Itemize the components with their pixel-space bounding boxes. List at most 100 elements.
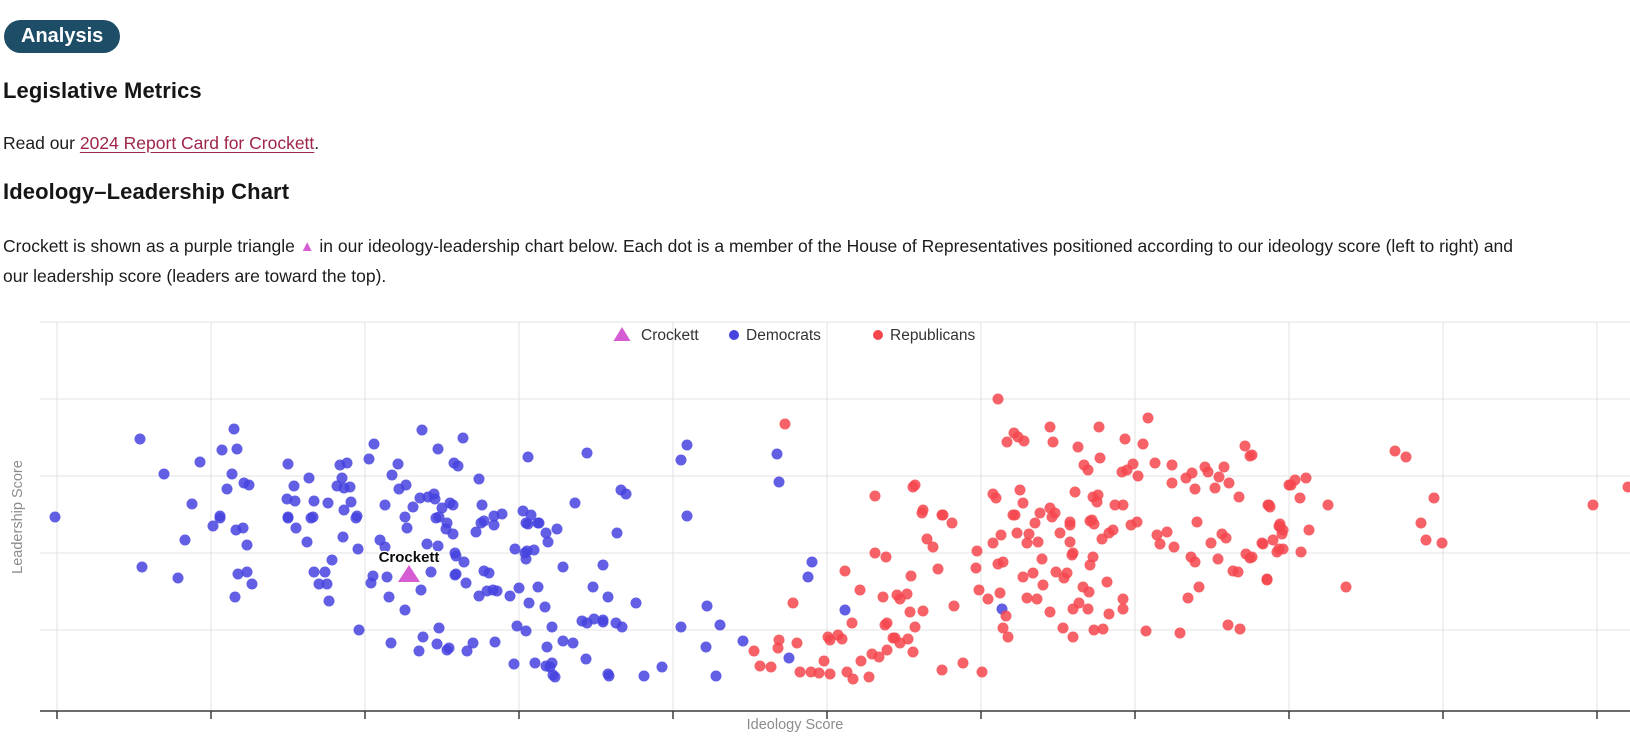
republicans-dot (970, 562, 982, 574)
republicans-dot (846, 617, 858, 629)
democrats-dot (425, 566, 437, 578)
republicans-dot (994, 587, 1006, 599)
republicans-dot (866, 648, 878, 660)
democrats-dot (620, 488, 632, 500)
republicans-dot (946, 517, 958, 529)
democrats-dot (353, 624, 365, 636)
democrats-dot (345, 496, 357, 508)
republicans-dot (880, 551, 892, 563)
republicans-dot (1050, 566, 1062, 578)
republicans-dot (1212, 553, 1224, 565)
republicans-dot (1088, 624, 1100, 636)
democrats-dot (341, 457, 353, 469)
crockett-annotation-label: Crockett (379, 549, 440, 566)
democrats-dot (392, 458, 404, 470)
democrats-dot (528, 544, 540, 556)
democrats-dot (460, 577, 472, 589)
republicans-dot (1047, 436, 1059, 448)
republicans-dot (957, 657, 969, 669)
republicans-dot (904, 606, 916, 618)
republicans-dot (1021, 592, 1033, 604)
democrats-dot (303, 472, 315, 484)
democrats-dot (400, 479, 412, 491)
republicans-dot (1094, 452, 1106, 464)
democrats-dot (587, 581, 599, 593)
republicans-dot (1322, 499, 1334, 511)
legend-label-crockett: Crockett (641, 327, 699, 344)
democrats-dot (282, 458, 294, 470)
republicans-dot (909, 479, 921, 491)
metrics-heading: Legislative Metrics (3, 78, 202, 103)
republicans-dot (997, 622, 1009, 634)
democrats-dot (399, 604, 411, 616)
democrats-dot (630, 597, 642, 609)
republicans-dot (1340, 581, 1352, 593)
republicans-dot (909, 621, 921, 633)
democrats-dot (602, 591, 614, 603)
republicans-dot (1087, 551, 1099, 563)
republicans-dot (1082, 603, 1094, 615)
republicans-dot (1209, 482, 1221, 494)
democrats-dot (476, 499, 488, 511)
republicans-dot (773, 634, 785, 646)
republicans-dot (1276, 528, 1288, 540)
democrats-dot (430, 512, 442, 524)
republicans-dot (1149, 457, 1161, 469)
democrats-dot (547, 669, 559, 681)
republicans-dot (992, 393, 1004, 405)
democrats-dot (529, 657, 541, 669)
democrats-dot (301, 536, 313, 548)
democrats-dot (136, 561, 148, 573)
democrats-dot (449, 547, 461, 559)
democrats-dot (365, 577, 377, 589)
republicans-dot (1036, 553, 1048, 565)
democrats-dot (246, 578, 258, 590)
republicans-dot (1082, 464, 1094, 476)
republicans-dot (901, 588, 913, 600)
democrats-dot (710, 670, 722, 682)
report-suffix: . (314, 133, 320, 153)
democrats-dot (49, 511, 61, 523)
report-card-link[interactable]: 2024 Report Card for Crockett (79, 133, 315, 153)
democrats-dot (488, 519, 500, 531)
democrats-dot (675, 621, 687, 633)
republicans-dot (1064, 519, 1076, 531)
democrats-dot (569, 497, 581, 509)
democrats-dot (443, 642, 455, 654)
republicans-dot (1220, 532, 1232, 544)
republicans-dot (1109, 499, 1121, 511)
democrats-dot (546, 657, 558, 669)
x-axis-title: Ideology Score (747, 717, 844, 733)
republicans-dot (836, 633, 848, 645)
democrats-dot (322, 497, 334, 509)
democrats-dot (447, 499, 459, 511)
democrats-dot (452, 460, 464, 472)
republicans-dot (1151, 529, 1163, 541)
republicans-dot (1168, 541, 1180, 553)
democrats-dot (461, 645, 473, 657)
republicans-dot (1264, 501, 1276, 513)
legend-label-republicans: Republicans (890, 327, 976, 344)
republicans-dot (1103, 608, 1115, 620)
republicans-dot (1054, 527, 1066, 539)
democrats-dot (603, 670, 615, 682)
republicans-dot (1428, 492, 1440, 504)
republicans-dot (1064, 536, 1076, 548)
democrats-dot (467, 637, 479, 649)
democrats-dot (429, 493, 441, 505)
republicans-dot (1234, 623, 1246, 635)
democrats-dot (221, 483, 233, 495)
democrats-dot (773, 476, 785, 488)
democrats-dot (450, 568, 462, 580)
republicans-dot (992, 558, 1004, 570)
democrats-dot (567, 637, 579, 649)
democrats-dot (597, 559, 609, 571)
republicans-dot (877, 591, 889, 603)
republicans-dot (794, 666, 806, 678)
democrats-dot (520, 553, 532, 565)
democrats-dot (489, 636, 501, 648)
purple-triangle-icon: ▲ (299, 238, 315, 255)
republicans-dot (1218, 461, 1230, 473)
republicans-dot (1014, 484, 1026, 496)
